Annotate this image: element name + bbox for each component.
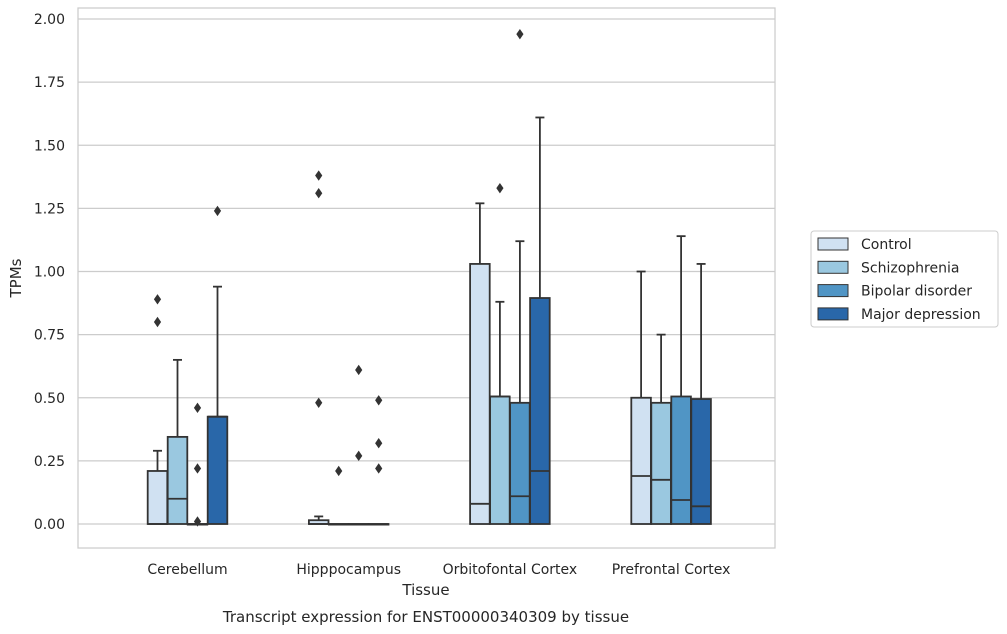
box-group (166, 358, 189, 525)
y-tick-label: 0.75 (34, 328, 65, 344)
outlier-point (375, 438, 383, 449)
box (146, 470, 169, 525)
outlier-point (213, 205, 222, 217)
box (670, 395, 692, 525)
box-group (146, 294, 169, 525)
legend-swatch (817, 284, 849, 298)
outlier-point (193, 402, 202, 414)
box-group (529, 116, 551, 525)
x-tick-label: Prefrontal Cortex (612, 562, 731, 578)
box-group (347, 364, 370, 526)
outlier-point (355, 364, 363, 376)
box-group (650, 333, 672, 525)
x-axis-title: Tissue (401, 581, 449, 599)
outlier-point (193, 516, 202, 527)
outlier-point (496, 182, 504, 194)
legend-label: Control (861, 237, 912, 253)
legend: Control Schizophrenia Bipolar disorder Majo… (810, 230, 999, 328)
outlier-point (375, 463, 383, 474)
gridlines (78, 18, 775, 525)
box (206, 415, 229, 525)
x-tick-label: Hipppocampus (296, 562, 401, 578)
box-group (489, 182, 511, 525)
boxes-layer (146, 28, 712, 527)
box (166, 435, 189, 525)
box-group (509, 28, 531, 525)
outlier-point (355, 450, 363, 462)
box-group (206, 205, 229, 525)
box-group (307, 170, 330, 525)
box (630, 396, 652, 525)
y-tick-label: 1.00 (34, 265, 65, 281)
chart-caption: Transcript expression for ENST0000034030… (222, 608, 629, 626)
outlier-point (153, 316, 162, 328)
box-group (186, 402, 209, 527)
box-group (670, 235, 692, 525)
outlier-point (375, 395, 383, 406)
box (529, 297, 551, 525)
box (690, 398, 712, 525)
box (509, 401, 531, 525)
x-tick-labels: Cerebellum Hipppocampus Orbitofontal Corte… (147, 562, 730, 578)
outlier-point (315, 170, 323, 181)
y-tick-label: 1.50 (34, 138, 65, 154)
box (489, 395, 511, 525)
y-tick-label: 1.25 (34, 201, 65, 217)
outlier-point (193, 463, 202, 474)
box-group (469, 202, 491, 525)
outlier-point (315, 188, 323, 199)
legend-label: Major depression (861, 307, 981, 323)
y-tick-labels: 0.00 0.25 0.50 0.75 1.00 1.25 1.50 1.75 2.00 (34, 12, 65, 533)
legend-label: Schizophrenia (861, 260, 959, 276)
plot-frame (77, 7, 776, 549)
box-group (630, 270, 652, 525)
box (469, 263, 491, 525)
legend-swatch (817, 260, 849, 274)
legend-frame (810, 230, 999, 328)
y-tick-label: 0.50 (34, 391, 65, 407)
y-tick-label: 0.25 (34, 454, 65, 470)
y-axis-title: TPMs (7, 258, 25, 298)
legend-swatch (817, 237, 849, 251)
box (650, 401, 672, 525)
legend-label: Bipolar disorder (861, 284, 972, 300)
outlier-point (153, 294, 162, 305)
y-tick-label: 2.00 (34, 12, 65, 28)
outlier-point (335, 465, 343, 477)
box-group (327, 465, 350, 526)
box-group (367, 395, 390, 526)
box-group (690, 263, 712, 525)
x-tick-label: Cerebellum (147, 562, 227, 578)
y-tick-label: 0.00 (34, 517, 65, 533)
outlier-point (315, 397, 323, 408)
x-tick-label: Orbitofontal Cortex (443, 562, 578, 578)
legend-swatch (817, 307, 849, 321)
y-tick-label: 1.75 (34, 75, 65, 91)
outlier-point (516, 28, 524, 40)
